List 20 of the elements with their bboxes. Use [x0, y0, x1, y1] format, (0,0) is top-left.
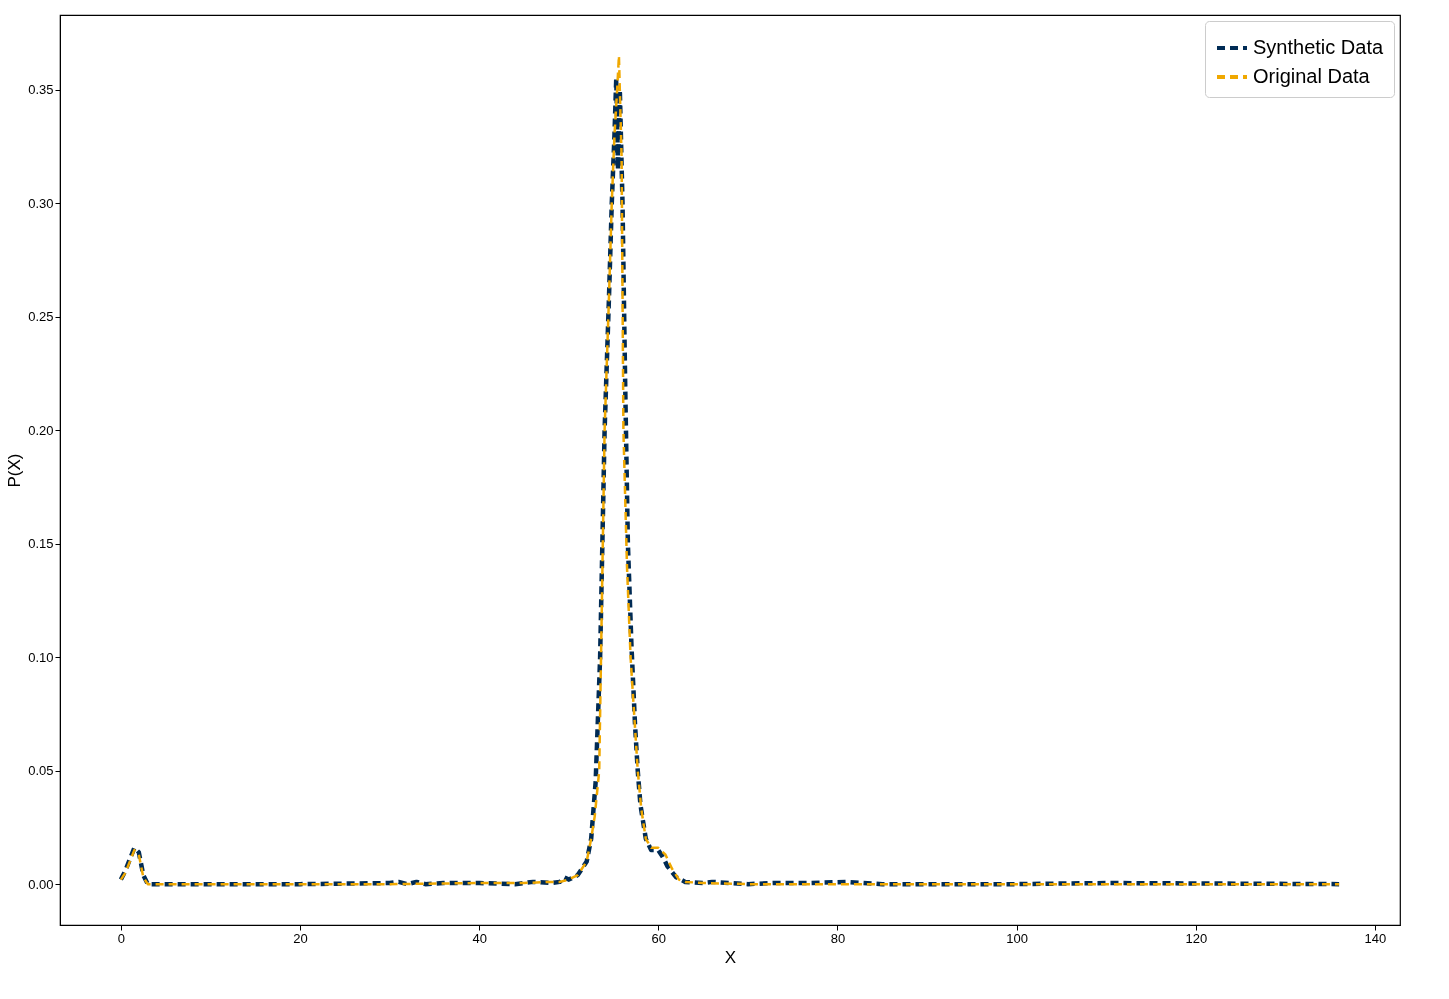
legend-label: Synthetic Data [1253, 36, 1384, 58]
y-tick-label: 0.00 [28, 876, 54, 892]
x-tick-label: 40 [472, 930, 487, 946]
x-tick-label: 100 [1006, 930, 1028, 946]
y-tick-label: 0.20 [28, 422, 54, 438]
x-tick-label: 0 [117, 930, 126, 946]
y-tick-label: 0.15 [28, 536, 54, 552]
legend-label: Original Data [1253, 65, 1371, 87]
y-tick-label: 0.35 [28, 82, 54, 98]
y-tick-label: 0.05 [28, 763, 54, 779]
y-tick-label: 0.25 [28, 309, 54, 325]
x-tick-label: 60 [651, 930, 667, 946]
x-tick-label: 80 [830, 930, 846, 946]
x-axis-title: X [724, 947, 737, 967]
y-axis-title: P(X) [5, 453, 25, 488]
x-tick-label: 20 [293, 930, 308, 946]
y-tick-label: 0.30 [28, 195, 54, 211]
x-tick-label: 140 [1364, 930, 1387, 946]
x-tick-label: 120 [1185, 930, 1208, 946]
y-tick-label: 0.10 [28, 649, 54, 665]
